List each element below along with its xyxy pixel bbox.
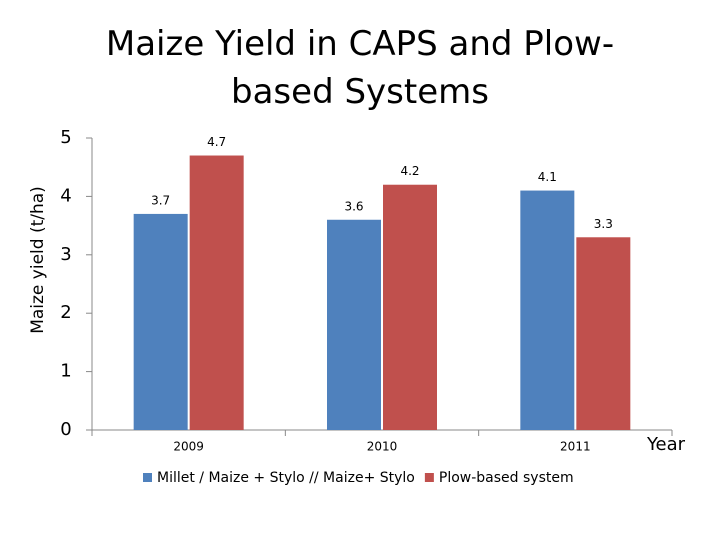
x-axis-title: Year xyxy=(646,434,686,455)
legend-label: Plow-based system xyxy=(439,470,574,486)
y-tick-label: 1 xyxy=(60,361,71,382)
bar xyxy=(383,184,437,430)
x-tick-label: 2009 xyxy=(173,440,204,454)
y-tick-label: 3 xyxy=(60,244,71,265)
y-tick-label: 5 xyxy=(60,127,71,148)
legend-label: Millet / Maize + Stylo // Maize+ Stylo xyxy=(157,470,415,486)
y-axis-title: Maize yield (t/ha) xyxy=(28,186,48,334)
legend-swatch xyxy=(424,473,434,482)
y-tick-label: 4 xyxy=(60,185,71,206)
value-label: 4.1 xyxy=(538,170,557,184)
value-label: 4.7 xyxy=(207,135,226,149)
bar xyxy=(189,155,244,430)
value-label: 3.7 xyxy=(151,193,170,207)
x-tick-label: 2010 xyxy=(367,440,398,454)
value-label: 4.2 xyxy=(400,164,419,178)
value-label: 3.3 xyxy=(594,217,613,231)
bar xyxy=(327,219,381,430)
y-tick-label: 0 xyxy=(60,419,71,440)
bar xyxy=(133,213,188,430)
value-label: 3.6 xyxy=(344,199,363,213)
bar xyxy=(576,237,631,430)
x-tick-label: 2011 xyxy=(560,440,591,454)
chart-title: Maize Yield in CAPS and Plow-based Syste… xyxy=(105,24,615,112)
bar xyxy=(520,190,575,430)
legend-swatch xyxy=(143,473,152,482)
y-tick-label: 2 xyxy=(60,302,71,323)
